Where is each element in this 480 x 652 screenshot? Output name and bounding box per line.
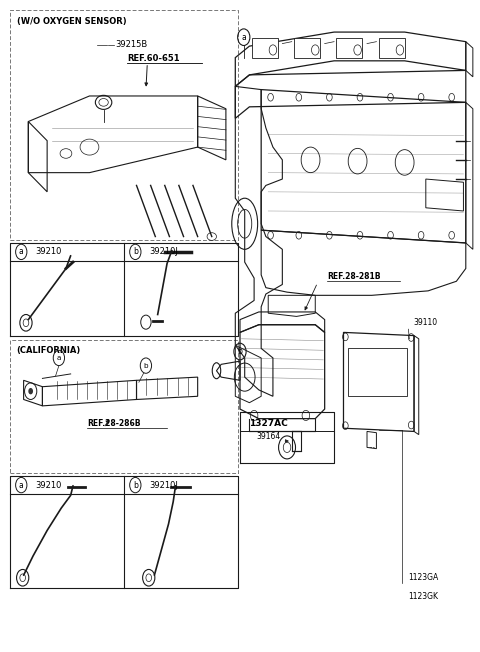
Text: 39215B: 39215B bbox=[115, 40, 147, 50]
Text: 1327AC: 1327AC bbox=[250, 419, 288, 428]
Text: 39210J: 39210J bbox=[149, 481, 179, 490]
Text: b: b bbox=[133, 481, 138, 490]
Text: 39164: 39164 bbox=[256, 432, 281, 441]
Text: a: a bbox=[19, 247, 24, 256]
Text: a: a bbox=[57, 355, 61, 361]
Text: REF.60-651: REF.60-651 bbox=[127, 53, 180, 63]
Text: (W/O OXYGEN SENSOR): (W/O OXYGEN SENSOR) bbox=[16, 18, 126, 26]
Text: 1123GA: 1123GA bbox=[408, 572, 439, 582]
Text: REF.28-286B: REF.28-286B bbox=[87, 419, 141, 428]
Text: (CALIFORNIA): (CALIFORNIA) bbox=[16, 346, 81, 355]
Text: b: b bbox=[238, 347, 242, 356]
Text: 1123GK: 1123GK bbox=[408, 592, 438, 600]
Circle shape bbox=[28, 388, 33, 394]
Text: b: b bbox=[144, 363, 148, 368]
Text: REF.28-281B: REF.28-281B bbox=[327, 273, 381, 281]
Text: a: a bbox=[19, 481, 24, 490]
Text: 39210: 39210 bbox=[36, 481, 62, 490]
Text: 39110: 39110 bbox=[413, 318, 437, 327]
FancyBboxPatch shape bbox=[252, 38, 277, 57]
Text: 39210J: 39210J bbox=[149, 247, 179, 256]
Text: b: b bbox=[133, 247, 138, 256]
Text: 39210: 39210 bbox=[36, 247, 62, 256]
FancyBboxPatch shape bbox=[294, 38, 320, 57]
FancyBboxPatch shape bbox=[336, 38, 362, 57]
FancyBboxPatch shape bbox=[379, 38, 405, 57]
Text: a: a bbox=[241, 33, 246, 42]
FancyBboxPatch shape bbox=[348, 348, 407, 396]
